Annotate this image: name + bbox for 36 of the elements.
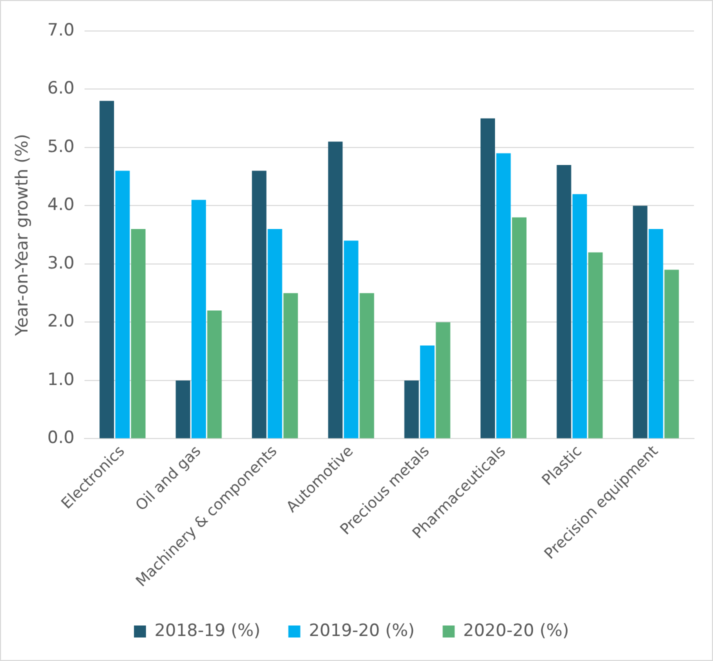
bar [191, 200, 206, 438]
bar [436, 322, 450, 438]
y-axis-title: Year-on-Year growth (%) [12, 134, 33, 337]
bar [556, 164, 572, 438]
bar [496, 153, 511, 438]
bar [648, 229, 664, 438]
bar [512, 217, 526, 438]
bar [115, 170, 130, 438]
bar [420, 346, 435, 438]
y-tick-label: 5.0 [47, 136, 74, 157]
bar [632, 206, 648, 438]
bar [588, 252, 603, 438]
bar [131, 229, 146, 438]
bar [328, 142, 343, 438]
bar [480, 118, 496, 438]
bar [344, 240, 358, 438]
bar [404, 380, 419, 438]
bar [664, 270, 679, 438]
y-tick-label: 2.0 [47, 312, 74, 332]
bar [268, 229, 282, 438]
legend-label: 2019-20 (%) [308, 620, 415, 641]
bar [100, 100, 114, 438]
y-tick-label: 7.0 [47, 20, 74, 40]
y-tick-label: 3.0 [47, 253, 74, 274]
y-tick-label: 4.0 [47, 195, 74, 216]
y-tick-label: 6.0 [47, 78, 74, 99]
legend-label: 2020-20 (%) [463, 620, 570, 641]
bar [283, 293, 298, 438]
bar [176, 380, 190, 438]
bar [572, 194, 587, 438]
bar [207, 310, 222, 438]
y-tick-label: 0.0 [47, 428, 74, 448]
bar [360, 293, 374, 438]
y-tick-label: 1.0 [47, 370, 74, 390]
legend-label: 2018-19 (%) [154, 620, 260, 641]
bar [252, 170, 266, 438]
